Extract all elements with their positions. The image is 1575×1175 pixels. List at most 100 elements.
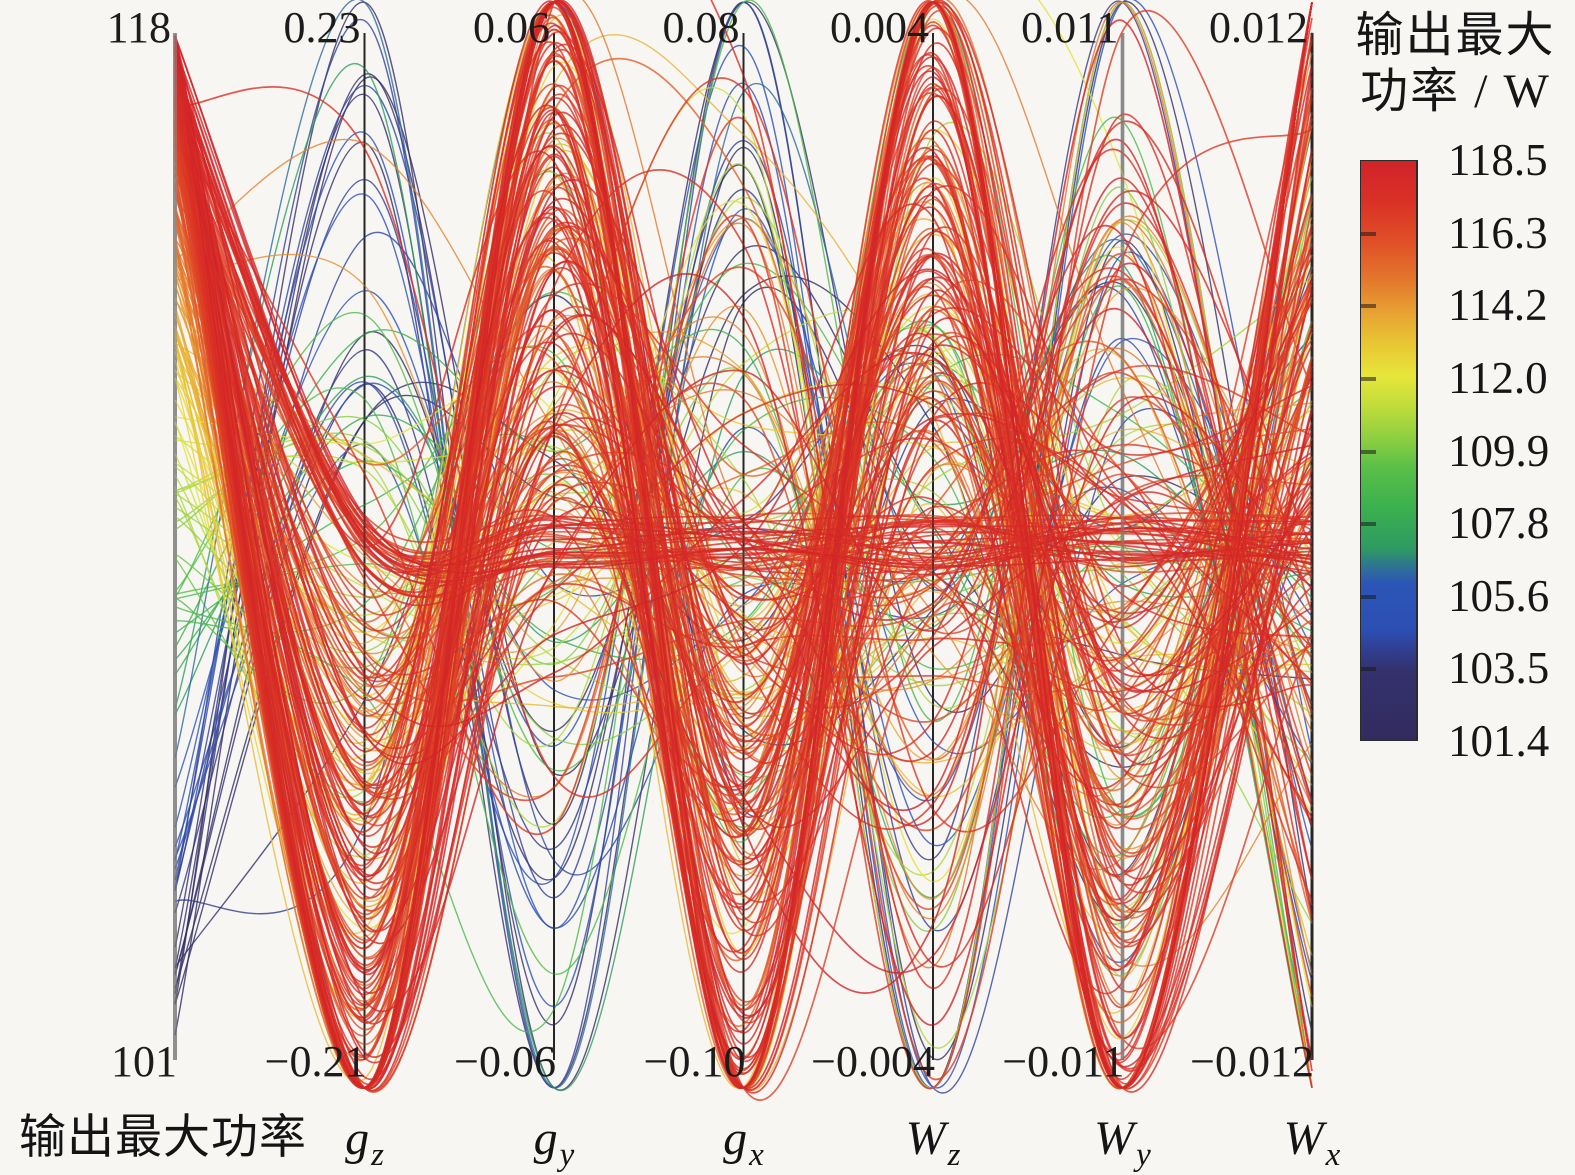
axis-top-value: 0.012	[1209, 3, 1308, 52]
data-line	[174, 0, 1313, 1088]
data-line	[174, 133, 1313, 1050]
legend-title-line2: 功率 / W	[1360, 65, 1551, 118]
data-line	[174, 84, 1313, 881]
axis-bottom-value: −0.012	[1190, 1037, 1314, 1086]
data-line	[174, 165, 1313, 816]
axis-top-value: 118	[106, 3, 171, 52]
data-line	[174, 104, 1313, 598]
axis-name: gz	[345, 1115, 384, 1172]
legend-title-line1: 输出最大	[1355, 9, 1556, 62]
colorbar-tick-label: 103.5	[1448, 643, 1550, 694]
data-line	[174, 104, 1313, 902]
data-line	[174, 71, 1313, 593]
data-line	[174, 194, 1313, 767]
data-line	[174, 41, 1313, 1019]
axis-name-base: W	[1094, 1112, 1135, 1165]
axis-name-base: W	[1283, 1112, 1324, 1165]
axis-name: Wx	[1284, 1115, 1341, 1172]
data-line	[174, 2, 1313, 1064]
axis-name-subscript: x	[1325, 1137, 1341, 1173]
axis-top-value: 0.011	[1021, 3, 1119, 52]
axis-bottom-value: −0.011	[1002, 1037, 1125, 1086]
colorbar-tick	[1361, 594, 1376, 599]
data-line	[174, 82, 1313, 1089]
data-line	[174, 88, 1313, 573]
data-line	[174, 46, 1313, 1058]
data-line	[174, 36, 1313, 574]
axis-name-subscript: y	[1136, 1137, 1151, 1173]
data-line	[174, 0, 1313, 1006]
axis-lines-overlay	[173, 33, 1314, 1060]
colorbar-tick-label: 112.0	[1448, 352, 1548, 403]
axis-name-base: 输出最大功率	[19, 1112, 307, 1164]
axis-name-subscript: x	[749, 1137, 764, 1173]
axis-name-base: g	[345, 1112, 370, 1165]
data-line	[174, 0, 1313, 1089]
data-line	[174, 0, 1313, 1088]
data-line	[174, 9, 1313, 1089]
data-line	[174, 45, 1313, 1089]
data-line	[174, 67, 1313, 585]
data-lines-layer	[174, 0, 1313, 1101]
colorbar-tick	[1361, 304, 1376, 309]
colorbar-tick	[1361, 231, 1376, 236]
colorbar-tick	[1361, 449, 1376, 454]
data-line	[174, 291, 1313, 634]
axis-bottom-value: 101	[111, 1037, 177, 1086]
data-line	[174, 84, 1313, 809]
colorbar-tick	[1361, 376, 1376, 381]
data-line	[174, 197, 1313, 871]
data-line	[174, 217, 1313, 661]
colorbar-tick-label: 101.4	[1448, 716, 1550, 766]
axis-name-subscript: y	[559, 1137, 575, 1173]
colorbar-tick	[1361, 667, 1376, 672]
axis-name-base: g	[723, 1112, 748, 1165]
colorbar-tick-label: 118.5	[1448, 135, 1548, 185]
axis-name: gx	[723, 1115, 764, 1172]
data-line	[174, 58, 1313, 923]
data-line	[174, 34, 1313, 1090]
data-line	[174, 2, 1313, 1009]
data-line	[174, 88, 1313, 571]
axis-bottom-value: −0.004	[811, 1037, 935, 1086]
axis-name-subscript: z	[947, 1137, 961, 1173]
data-line	[174, 127, 1313, 920]
colorbar-tick-label: 109.9	[1448, 425, 1550, 476]
colorbar-legend: 输出最大 功率 / W 118.5 116.3 114.2 112.0 109.9 107…	[1336, 0, 1575, 766]
colorbar	[1360, 160, 1418, 741]
data-line	[174, 55, 1313, 1090]
axis-name: Wz	[906, 1115, 961, 1172]
axis-name-base: g	[533, 1112, 558, 1165]
axis-top-value: 0.08	[662, 3, 740, 52]
axis-top-value: 0.004	[830, 3, 929, 52]
data-line	[174, 36, 1313, 1061]
axis-name: Wy	[1094, 1115, 1151, 1172]
data-line	[174, 74, 1313, 994]
data-line	[174, 41, 1313, 1088]
data-line	[174, 2, 1313, 1056]
data-line	[174, 61, 1313, 607]
data-line	[174, 31, 1313, 949]
axis-bottom-value: −0.10	[643, 1037, 746, 1086]
axis-name-subscript: z	[371, 1137, 384, 1173]
colorbar-tick-label: 107.8	[1448, 498, 1550, 549]
axis-bottom-value: −0.06	[454, 1037, 556, 1086]
legend-title: 输出最大 功率 / W	[1336, 8, 1575, 120]
axis-top-value: 0.06	[473, 3, 550, 52]
colorbar-tick	[1361, 522, 1376, 527]
data-line	[174, 2, 1313, 1081]
axis-name-base: W	[905, 1112, 946, 1165]
colorbar-tick-label: 114.2	[1448, 280, 1548, 331]
data-line	[174, 47, 1313, 1025]
data-line	[174, 84, 1313, 1075]
data-line	[174, 344, 1313, 698]
data-line	[174, 104, 1313, 570]
colorbar-tick-label: 105.6	[1448, 570, 1550, 621]
data-line	[174, 38, 1313, 932]
axis-name: 输出最大功率	[19, 1115, 307, 1162]
colorbar-tick-label: 116.3	[1448, 207, 1548, 258]
axis-top-value: 0.23	[283, 3, 361, 52]
data-line	[174, 223, 1313, 808]
